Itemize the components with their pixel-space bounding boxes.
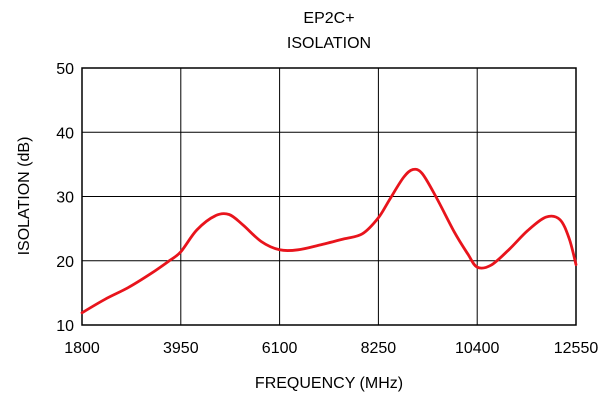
y-tick-labels: 10 20 30 40 50 xyxy=(56,61,74,335)
series-line-0 xyxy=(80,167,578,315)
x-tick-label: 3950 xyxy=(163,340,199,357)
x-tick-labels: 1800 3950 6100 8250 10400 12550 xyxy=(64,340,598,357)
series-group xyxy=(80,167,578,315)
y-tick-label: 10 xyxy=(56,318,74,335)
x-tick-label: 8250 xyxy=(361,340,397,357)
y-tick-label: 20 xyxy=(56,254,74,271)
x-tick-label: 12550 xyxy=(554,340,599,357)
gridlines xyxy=(81,67,577,326)
x-axis-label: FREQUENCY (MHz) xyxy=(255,375,403,392)
y-tick-label: 30 xyxy=(56,190,74,207)
x-tick-label: 6100 xyxy=(262,340,298,357)
chart-title: EP2C+ xyxy=(303,10,354,27)
plot-area-border xyxy=(81,67,577,326)
y-axis-label: ISOLATION (dB) xyxy=(16,137,33,256)
x-tick-label: 1800 xyxy=(64,340,100,357)
chart-subtitle: ISOLATION xyxy=(287,35,371,52)
y-tick-label: 50 xyxy=(56,61,74,78)
y-tick-label: 40 xyxy=(56,125,74,142)
x-tick-label: 10400 xyxy=(455,340,500,357)
